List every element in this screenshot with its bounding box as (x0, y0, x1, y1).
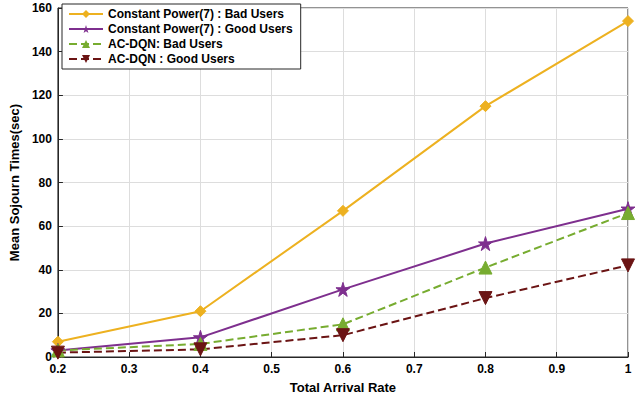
svg-text:140: 140 (32, 45, 52, 59)
svg-text:20: 20 (39, 306, 53, 320)
svg-text:40: 40 (39, 263, 53, 277)
svg-text:80: 80 (39, 176, 53, 190)
svg-text:AC-DQN : Good Users: AC-DQN : Good Users (108, 52, 235, 66)
svg-text:0.4: 0.4 (192, 362, 209, 376)
svg-text:0.5: 0.5 (263, 362, 280, 376)
svg-text:100: 100 (32, 132, 52, 146)
svg-text:0.8: 0.8 (477, 362, 494, 376)
svg-text:160: 160 (32, 1, 52, 15)
svg-text:0.9: 0.9 (548, 362, 565, 376)
svg-text:AC-DQN: Bad Users: AC-DQN: Bad Users (108, 37, 223, 51)
svg-text:0.2: 0.2 (50, 362, 67, 376)
svg-text:0.7: 0.7 (406, 362, 423, 376)
svg-text:0: 0 (45, 350, 52, 364)
svg-text:60: 60 (39, 219, 53, 233)
svg-text:0.6: 0.6 (335, 362, 352, 376)
svg-text:1: 1 (625, 362, 632, 376)
svg-text:Constant Power(7) : Bad Users: Constant Power(7) : Bad Users (108, 7, 284, 21)
svg-text:Constant Power(7) : Good Users: Constant Power(7) : Good Users (108, 22, 293, 36)
svg-text:Total Arrival Rate: Total Arrival Rate (290, 380, 396, 395)
svg-text:120: 120 (32, 88, 52, 102)
svg-text:0.3: 0.3 (121, 362, 138, 376)
svg-text:Mean Sojourn Times(sec): Mean Sojourn Times(sec) (7, 104, 22, 261)
